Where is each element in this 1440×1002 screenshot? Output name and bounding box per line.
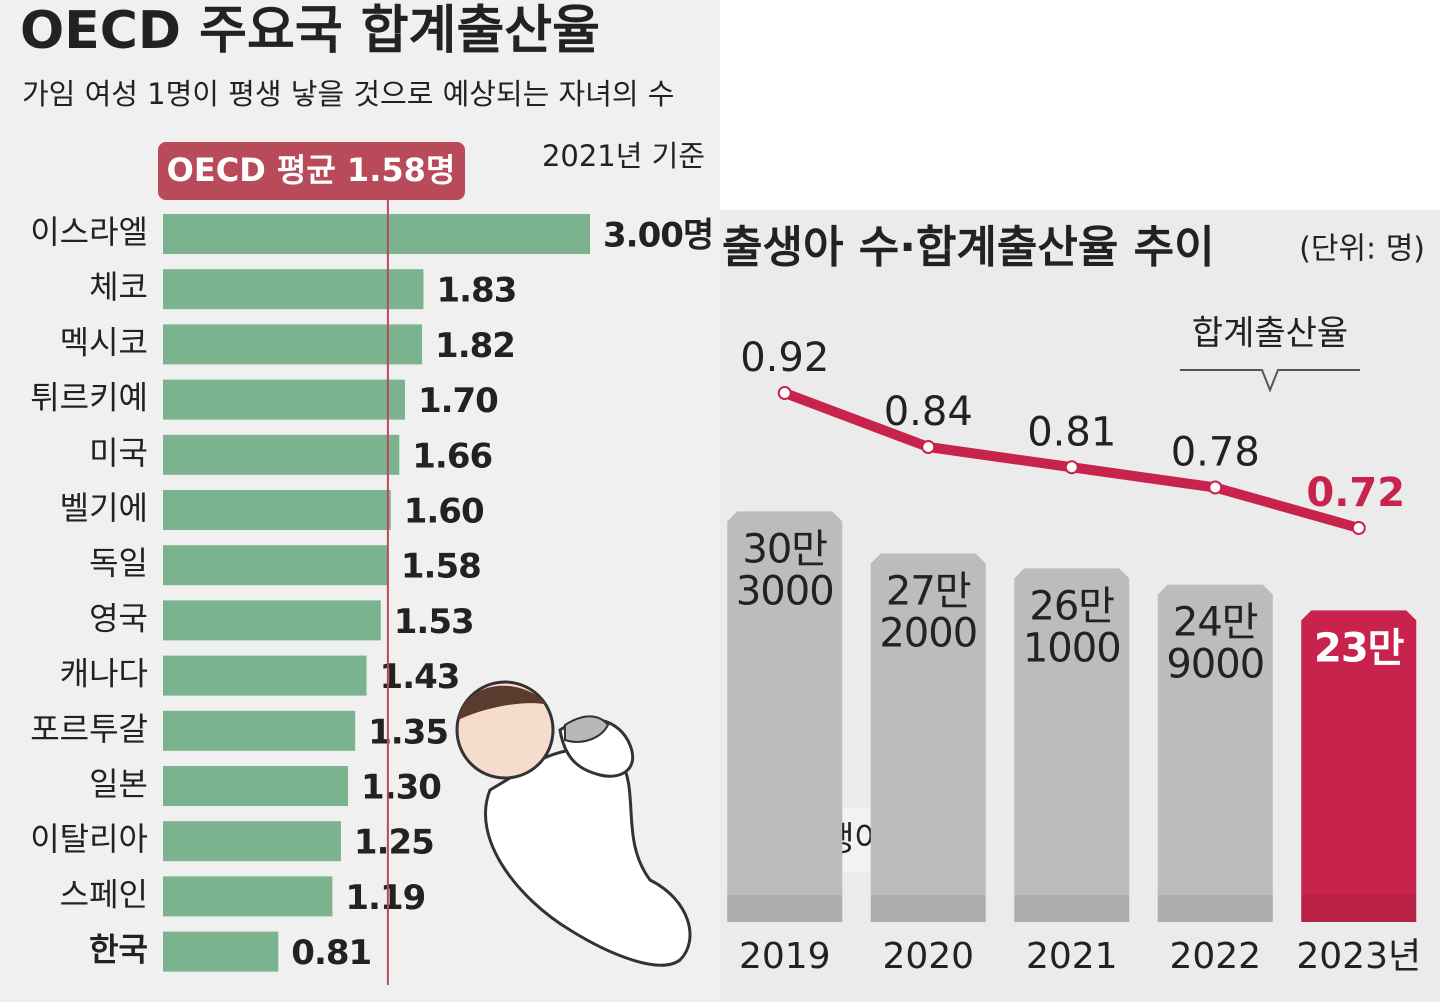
- bar-value-label: 23만: [1314, 625, 1405, 671]
- value-label: 1.30: [361, 768, 441, 808]
- category-label: 캐나다: [60, 655, 148, 693]
- category-label: 튀르키예: [30, 379, 148, 417]
- baby-illustration: [455, 680, 692, 967]
- bar: [163, 766, 349, 806]
- line-point: [777, 386, 792, 400]
- left-title: OECD 주요국 합계출산율: [20, 1, 600, 61]
- line-value-label: 0.84: [884, 389, 973, 435]
- bar: [163, 710, 356, 751]
- value-label: 1.53: [394, 602, 474, 642]
- value-label: 1.19: [345, 878, 425, 918]
- bar: [163, 490, 391, 530]
- bar: [163, 600, 381, 641]
- reference-label: OECD 평균 1.58명: [167, 151, 456, 189]
- x-tick-label: 2021: [1026, 936, 1118, 977]
- left-note: 2021년 기준: [542, 139, 705, 173]
- left-subtitle: 가임 여성 1명이 평생 낳을 것으로 예상되는 자녀의 수: [22, 77, 674, 111]
- value-label: 1.83: [436, 271, 516, 311]
- x-tick-label: 2019: [739, 936, 831, 977]
- value-label: 1.66: [412, 436, 492, 476]
- bar-value-label: 30만 3000: [736, 526, 834, 614]
- x-tick-label: 2022: [1169, 936, 1261, 977]
- category-label: 미국: [89, 434, 148, 472]
- category-label: 체코: [89, 268, 148, 306]
- x-tick-label: 2020: [882, 936, 974, 977]
- category-label: 이탈리아: [30, 820, 148, 858]
- value-label: 1.70: [418, 381, 498, 421]
- line-value-label: 0.81: [1027, 409, 1116, 455]
- bar: [163, 269, 424, 310]
- bar: [870, 553, 986, 922]
- bar-base-shade: [1301, 895, 1417, 922]
- line-value-label: 0.92: [740, 335, 829, 381]
- value-label: 0.81: [291, 933, 371, 973]
- value-label: 1.25: [354, 823, 434, 863]
- reference-label-box: [158, 142, 465, 200]
- bar-value-label: 24만 9000: [1166, 600, 1264, 688]
- category-label: 한국: [89, 931, 148, 969]
- bar: [163, 324, 423, 365]
- bar: [1014, 568, 1130, 922]
- bar: [163, 379, 405, 420]
- line-legend-bracket: [1180, 369, 1360, 393]
- bar-value-label: 27만 2000: [879, 568, 977, 656]
- line-value-label: 0.72: [1306, 470, 1405, 516]
- bar: [163, 214, 590, 254]
- bar: [1301, 610, 1417, 922]
- bar: [163, 545, 388, 586]
- bar: [1157, 584, 1273, 922]
- line-point: [1208, 480, 1223, 495]
- bar-base-shade: [1157, 895, 1273, 922]
- value-label: 3.00명: [603, 216, 713, 256]
- value-label: 1.60: [404, 492, 484, 532]
- category-label: 멕시코: [60, 323, 148, 361]
- x-tick-label: 2023년: [1296, 936, 1421, 977]
- bar: [727, 511, 843, 922]
- bar: [163, 876, 333, 917]
- right-unit: (단위: 명): [1299, 232, 1425, 267]
- line-legend-label: 합계출산율: [1192, 314, 1348, 354]
- category-label: 포르투갈: [30, 710, 148, 748]
- line-point: [921, 440, 936, 454]
- category-label: 이스라엘: [30, 213, 148, 251]
- right-title: 출생아 수·합계출산율 추이: [722, 222, 1215, 273]
- category-label: 영국: [89, 599, 148, 637]
- bar: [163, 434, 400, 475]
- category-label: 독일: [89, 544, 148, 582]
- bar: [163, 655, 367, 696]
- bar-base-shade: [1014, 895, 1130, 922]
- bar-value-label: 26만 1000: [1023, 583, 1121, 671]
- line-value-label: 0.78: [1171, 430, 1260, 476]
- value-label: 1.58: [401, 547, 481, 587]
- category-label: 일본: [89, 765, 148, 803]
- category-label: 스페인: [60, 875, 148, 913]
- value-label: 1.82: [435, 326, 515, 366]
- value-label: 1.35: [368, 712, 448, 752]
- line-point: [1351, 521, 1366, 535]
- category-label: 벨기에: [60, 489, 148, 527]
- bar-base-shade: [870, 895, 986, 922]
- bar: [163, 821, 341, 862]
- value-label: 1.43: [380, 657, 460, 697]
- bar: [163, 931, 279, 972]
- line-point: [1064, 460, 1079, 475]
- bar-base-shade: [727, 895, 843, 922]
